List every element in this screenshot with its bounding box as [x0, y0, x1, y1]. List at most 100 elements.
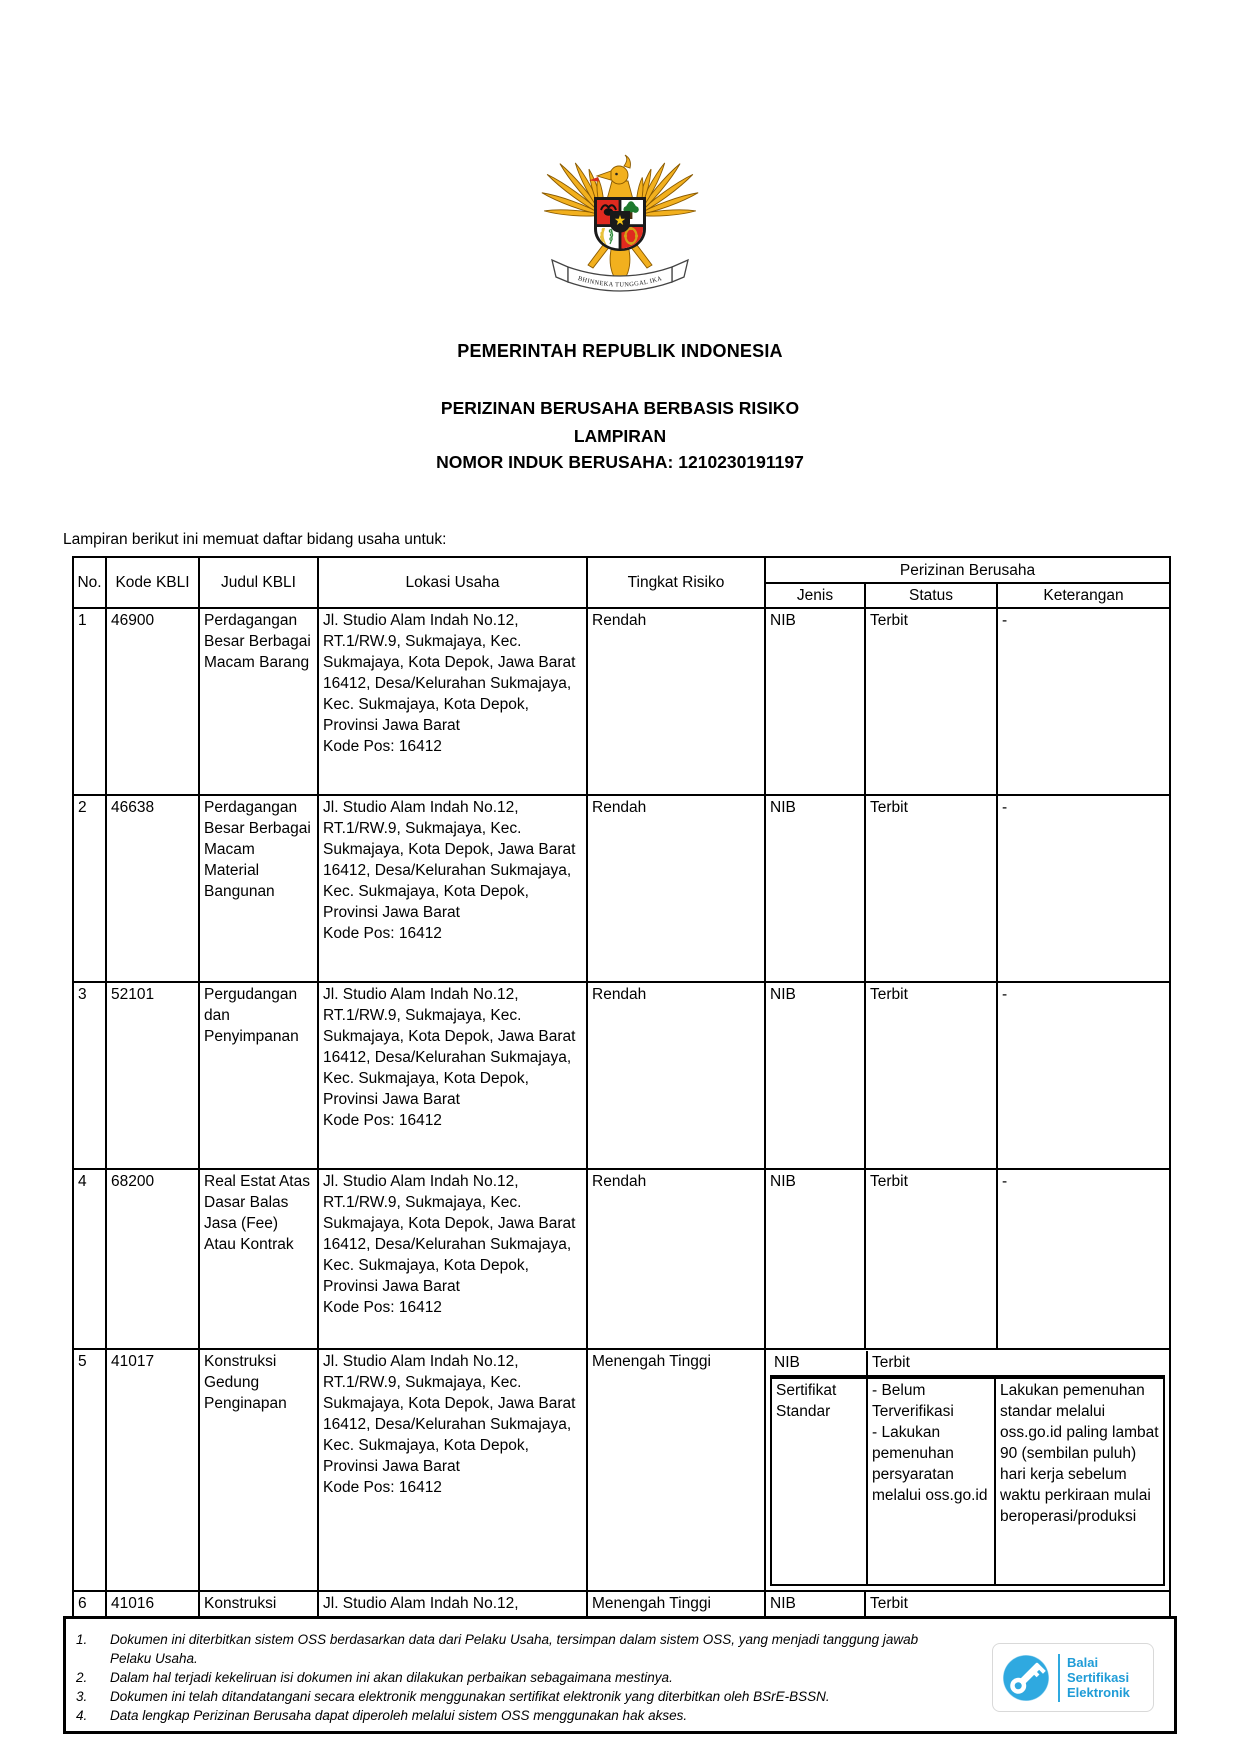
cell-keterangan: - — [996, 794, 1171, 983]
note-number: 4. — [76, 1708, 88, 1723]
note-number: 1. — [76, 1632, 88, 1647]
cell-kode: 41017 — [105, 1348, 200, 1592]
document-title: PERIZINAN BERUSAHA BERBASIS RISIKO — [440, 398, 800, 418]
cell-tingkat: Menengah Tinggi — [586, 1348, 766, 1592]
cell-tingkat: Rendah — [586, 794, 766, 983]
note-text: Data lengkap Perizinan Berusaha dapat di… — [110, 1708, 688, 1723]
cell-keterangan: - — [996, 1168, 1171, 1350]
cell-status: Terbit — [864, 607, 998, 796]
cell-no: 6 — [72, 1590, 107, 1618]
note-item: 2. Dalam hal terjadi kekeliruan isi doku… — [76, 1668, 1174, 1687]
note-item: 4. Data lengkap Perizinan Berusaha dapat… — [76, 1706, 1174, 1725]
cell-no: 4 — [72, 1168, 107, 1350]
note-text: Dalam hal terjadi kekeliruan isi dokumen… — [110, 1670, 673, 1685]
cell-keterangan: Lakukan pemenuhan standar melalui oss.go… — [1000, 1382, 1159, 1525]
postal-code: Kode Pos: 16412 — [323, 738, 442, 755]
cell-lokasi: Jl. Studio Alam Indah No.12, — [317, 1590, 588, 1618]
cell-kode: 46638 — [105, 794, 200, 983]
col-header-tingkat: Tingkat Risiko — [586, 556, 766, 609]
col-header-keterangan: Keterangan — [996, 582, 1171, 609]
col-header-no: No. — [72, 556, 107, 609]
cell-lokasi: Jl. Studio Alam Indah No.12, RT.1/RW.9, … — [317, 981, 588, 1170]
note-number: 2. — [76, 1670, 88, 1685]
cell-no: 3 — [72, 981, 107, 1170]
bsre-key-icon — [1002, 1653, 1050, 1702]
cell-status: Terbit — [864, 1168, 998, 1350]
address: Jl. Studio Alam Indah No.12, RT.1/RW.9, … — [323, 612, 576, 734]
postal-code: Kode Pos: 16412 — [323, 1299, 442, 1316]
postal-code: Kode Pos: 16412 — [323, 1112, 442, 1129]
eye — [615, 172, 618, 176]
note-number: 3. — [76, 1689, 88, 1704]
head — [609, 165, 629, 185]
star-icon — [614, 215, 626, 225]
perizinan-subrow-sertifikat: Sertifikat Standar - Belum Terverifikasi… — [770, 1377, 1165, 1586]
col-header-judul: Judul KBLI — [198, 556, 319, 609]
table-row: 3 52101 Pergudangan dan Penyimpanan Jl. … — [72, 981, 1171, 1170]
table-row: 4 68200 Real Estat Atas Dasar Balas Jasa… — [72, 1168, 1171, 1350]
cell-judul: Pergudangan dan Penyimpanan — [198, 981, 319, 1170]
tongue — [589, 177, 599, 182]
document-subtitle: LAMPIRAN — [573, 426, 667, 446]
perizinan-subrow-nib: NIB Terbit — [770, 1351, 1165, 1377]
postal-code: Kode Pos: 16412 — [323, 925, 442, 942]
note-text: Dokumen ini diterbitkan sistem OSS berda… — [110, 1632, 919, 1666]
col-header-lokasi: Lokasi Usaha — [317, 556, 588, 609]
business-fields-table: No. Kode KBLI Judul KBLI Lokasi Usaha Ti… — [72, 556, 1171, 1618]
cell-lokasi: Jl. Studio Alam Indah No.12, RT.1/RW.9, … — [317, 794, 588, 983]
table-row: 2 46638 Perdagangan Besar Berbagai Macam… — [72, 794, 1171, 983]
government-title: PEMERINTAH REPUBLIK INDONESIA — [457, 341, 783, 361]
cell-keterangan: - — [996, 607, 1171, 796]
crest — [623, 154, 631, 169]
nib-number-line: NOMOR INDUK BERUSAHA: 1210230191197 — [436, 452, 804, 472]
cell-tingkat: Rendah — [586, 607, 766, 796]
cell-tingkat: Rendah — [586, 1168, 766, 1350]
cell-kode: 41016 — [105, 1590, 200, 1618]
note-item: 1. Dokumen ini diterbitkan sistem OSS be… — [76, 1630, 1174, 1668]
cell-status: Terbit — [864, 1590, 1171, 1618]
cell-no: 5 — [72, 1348, 107, 1592]
cell-tingkat: Rendah — [586, 981, 766, 1170]
note-text: Dokumen ini telah ditandatangani secara … — [110, 1689, 830, 1704]
address: Jl. Studio Alam Indah No.12, RT.1/RW.9, … — [323, 1173, 576, 1295]
address: Jl. Studio Alam Indah No.12, RT.1/RW.9, … — [323, 799, 576, 921]
note-item: 3. Dokumen ini telah ditandatangani seca… — [76, 1687, 1174, 1706]
col-header-kode: Kode KBLI — [105, 556, 200, 609]
cell-no: 2 — [72, 794, 107, 983]
cell-status: Terbit — [872, 1354, 910, 1371]
notes-list: 1. Dokumen ini diterbitkan sistem OSS be… — [66, 1619, 1174, 1725]
cell-no: 1 — [72, 607, 107, 796]
cell-kode: 52101 — [105, 981, 200, 1170]
table-row-clipped: 6 41016 Konstruksi Jl. Studio Alam Indah… — [72, 1590, 1171, 1618]
cell-judul: Konstruksi — [198, 1590, 319, 1618]
cell-judul: Perdagangan Besar Berbagai Macam Materia… — [198, 794, 319, 983]
cell-status: Terbit — [864, 794, 998, 983]
cell-jenis: NIB — [764, 1168, 866, 1350]
col-header-jenis: Jenis — [764, 582, 866, 609]
cell-jenis: NIB — [770, 1351, 868, 1375]
cell-judul: Konstruksi Gedung Penginapan — [198, 1348, 319, 1592]
table-row: 5 41017 Konstruksi Gedung Penginapan Jl.… — [72, 1348, 1171, 1592]
col-header-perizinan: Perizinan Berusaha — [764, 556, 1171, 584]
rice-cotton-icon — [600, 227, 614, 246]
logo-divider — [1058, 1653, 1060, 1702]
cell-perizinan-nested: NIB Terbit Sertifikat Standar - Belum Te… — [764, 1348, 1171, 1592]
address: Jl. Studio Alam Indah No.12, RT.1/RW.9, … — [323, 986, 576, 1108]
table-row: 1 46900 Perdagangan Besar Berbagai Macam… — [72, 607, 1171, 796]
chain-icon — [623, 226, 639, 246]
cell-lokasi: Jl. Studio Alam Indah No.12, RT.1/RW.9, … — [317, 1348, 588, 1592]
cell-kode: 68200 — [105, 1168, 200, 1350]
garuda-pancasila-emblem: BHINNEKA TUNGGAL IKA — [541, 154, 699, 292]
address: Jl. Studio Alam Indah No.12, RT.1/RW.9, … — [323, 1353, 576, 1475]
cell-judul: Real Estat Atas Dasar Balas Jasa (Fee) A… — [198, 1168, 319, 1350]
beak — [595, 170, 612, 181]
cell-kode: 46900 — [105, 607, 200, 796]
footer-notes-box: 1. Dokumen ini diterbitkan sistem OSS be… — [63, 1616, 1177, 1734]
cell-keterangan: - — [996, 981, 1171, 1170]
motto-banner: BHINNEKA TUNGGAL IKA — [551, 258, 689, 292]
pancasila-shield — [594, 197, 646, 251]
cell-status: Terbit — [864, 981, 998, 1170]
bsre-logo-text: Balai Sertifikasi Elektronik — [1067, 1655, 1130, 1700]
bsre-logo-card: Balai Sertifikasi Elektronik — [992, 1643, 1154, 1712]
